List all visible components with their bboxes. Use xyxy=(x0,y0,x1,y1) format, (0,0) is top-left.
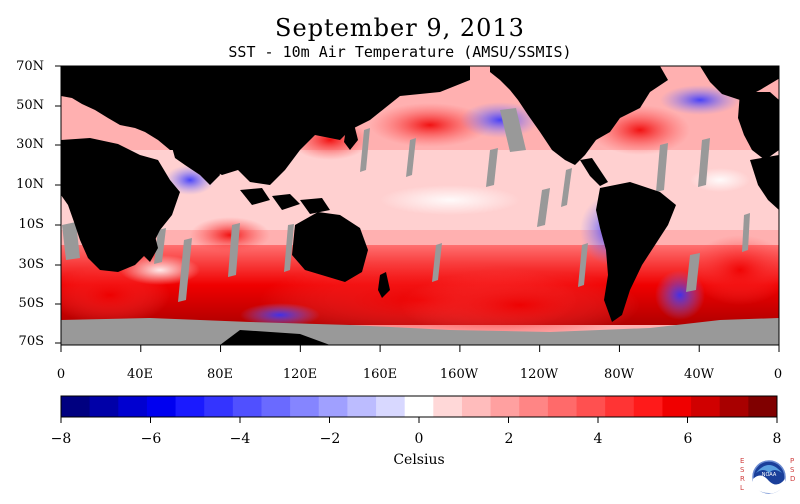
colorbar-tick-label: 8 xyxy=(772,431,782,447)
lat-label: 30S xyxy=(18,257,44,272)
colorbar-swatch xyxy=(290,396,320,417)
lon-label: 160W xyxy=(439,367,479,382)
missing-data-swaths xyxy=(62,108,750,302)
colorbar-swatch xyxy=(433,396,463,417)
lat-label: 50S xyxy=(18,296,44,311)
map-frame xyxy=(60,65,780,346)
colorbar xyxy=(60,395,778,423)
colorbar-swatch xyxy=(89,396,119,417)
colorbar-swatch xyxy=(719,396,749,417)
colorbar-swatch xyxy=(691,396,721,417)
svg-text:NOAA: NOAA xyxy=(762,472,777,478)
colorbar-swatch xyxy=(146,396,177,417)
lon-label: 80W xyxy=(604,367,634,382)
land-masses xyxy=(61,66,779,322)
colorbar-swatch xyxy=(118,396,148,417)
lat-label: 50N xyxy=(16,98,44,113)
lon-label: 160E xyxy=(362,367,398,382)
colorbar-swatch xyxy=(461,396,492,417)
lon-label: 80E xyxy=(206,367,234,382)
colorbar-swatch xyxy=(232,396,262,417)
colorbar-swatch xyxy=(633,396,663,417)
colorbar-swatch xyxy=(175,396,205,417)
colorbar-swatch xyxy=(605,396,635,417)
colorbar-swatch xyxy=(519,396,549,417)
colorbar-swatch xyxy=(748,396,778,417)
colorbar-swatch xyxy=(547,396,578,417)
lon-label: 0 xyxy=(56,367,66,382)
colorbar-tick-label: 4 xyxy=(593,431,603,447)
map-subtitle: SST - 10m Air Temperature (AMSU/SSMIS) xyxy=(228,43,572,61)
lon-label: 120E xyxy=(282,367,318,382)
lon-label: 0 xyxy=(773,367,783,382)
colorbar-swatch xyxy=(490,396,520,417)
lon-label: 40W xyxy=(684,367,714,382)
colorbar-swatch xyxy=(318,396,348,417)
colorbar-tick-label: 2 xyxy=(504,431,514,447)
colorbar-tick-label: −4 xyxy=(229,431,251,447)
colorbar-tick-label: −8 xyxy=(50,431,72,447)
colorbar-swatch xyxy=(662,396,692,417)
colorbar-tick-label: 0 xyxy=(414,431,424,447)
lat-label: 10N xyxy=(16,177,44,192)
colorbar-swatch xyxy=(347,396,377,417)
colorbar-swatch xyxy=(576,396,606,417)
colorbar-tick-label: −2 xyxy=(319,431,341,447)
colorbar-tick-label: −6 xyxy=(140,431,162,447)
colorbar-swatch xyxy=(261,396,291,417)
lat-label: 70S xyxy=(18,334,44,349)
colorbar-tick-label: 6 xyxy=(683,431,693,447)
map-title: September 9, 2013 xyxy=(275,14,525,42)
colorbar-swatch xyxy=(376,396,406,417)
colorbar-unit-label: Celsius xyxy=(393,452,445,468)
colorbar-swatch xyxy=(404,396,434,417)
lat-label: 70N xyxy=(16,59,44,74)
map-field xyxy=(61,66,779,345)
lat-label: 10S xyxy=(18,217,44,232)
colorbar-swatch xyxy=(204,396,234,417)
lat-label: 30N xyxy=(16,137,44,152)
colorbar-swatch xyxy=(61,396,91,417)
lon-label: 120W xyxy=(519,367,559,382)
svg-text:PSD: PSD xyxy=(790,457,795,483)
lon-label: 40E xyxy=(126,367,154,382)
